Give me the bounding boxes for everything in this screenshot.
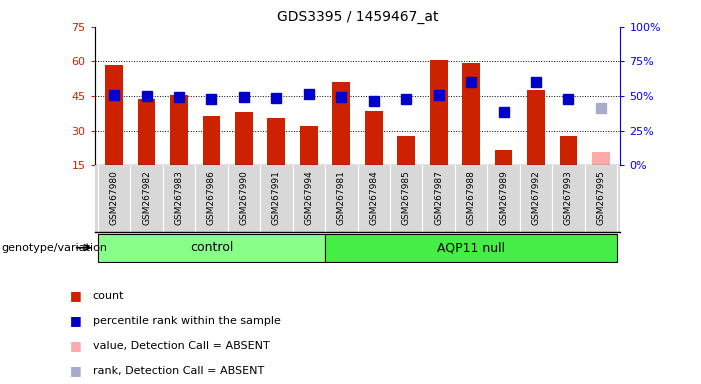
Bar (170, 95, 188, 165)
Text: GSM267990: GSM267990 (240, 170, 248, 225)
Text: GSM267988: GSM267988 (467, 170, 475, 225)
Text: GSM267980: GSM267980 (109, 170, 118, 225)
Text: GSM267984: GSM267984 (369, 170, 379, 225)
Text: GSM267993: GSM267993 (564, 170, 573, 225)
Bar (105, 65, 123, 165)
Text: GSM267986: GSM267986 (207, 170, 216, 225)
Bar (495, 150, 512, 165)
Text: GSM267994: GSM267994 (304, 170, 313, 225)
Title: GDS3395 / 1459467_at: GDS3395 / 1459467_at (277, 10, 438, 25)
Text: GSM267992: GSM267992 (531, 170, 540, 225)
Bar (592, 152, 610, 165)
Bar (397, 136, 415, 165)
Bar (98, 234, 325, 262)
Text: ■: ■ (70, 339, 82, 352)
Bar (430, 60, 447, 165)
Text: count: count (93, 291, 124, 301)
Text: GSM267995: GSM267995 (597, 170, 606, 225)
Bar (235, 112, 253, 165)
Text: GSM267987: GSM267987 (434, 170, 443, 225)
Text: GSM267981: GSM267981 (336, 170, 346, 225)
Text: GSM267991: GSM267991 (272, 170, 281, 225)
Bar (268, 118, 285, 165)
Text: value, Detection Call = ABSENT: value, Detection Call = ABSENT (93, 341, 269, 351)
Bar (332, 82, 350, 165)
Text: GSM267983: GSM267983 (175, 170, 184, 225)
Text: percentile rank within the sample: percentile rank within the sample (93, 316, 280, 326)
Bar (300, 126, 318, 165)
Bar (137, 99, 156, 165)
Text: control: control (190, 241, 233, 254)
Bar (527, 90, 545, 165)
Text: GSM267989: GSM267989 (499, 170, 508, 225)
Bar (365, 111, 383, 165)
Bar (203, 116, 220, 165)
Text: GSM267985: GSM267985 (402, 170, 411, 225)
Bar (559, 136, 578, 165)
Text: GSM267982: GSM267982 (142, 170, 151, 225)
Text: genotype/variation: genotype/variation (1, 243, 107, 253)
Text: ■: ■ (70, 314, 82, 327)
Bar (462, 63, 480, 165)
Text: rank, Detection Call = ABSENT: rank, Detection Call = ABSENT (93, 366, 264, 376)
Bar (325, 234, 617, 262)
Text: AQP11 null: AQP11 null (437, 241, 505, 254)
Text: ■: ■ (70, 364, 82, 377)
Text: ■: ■ (70, 289, 82, 302)
